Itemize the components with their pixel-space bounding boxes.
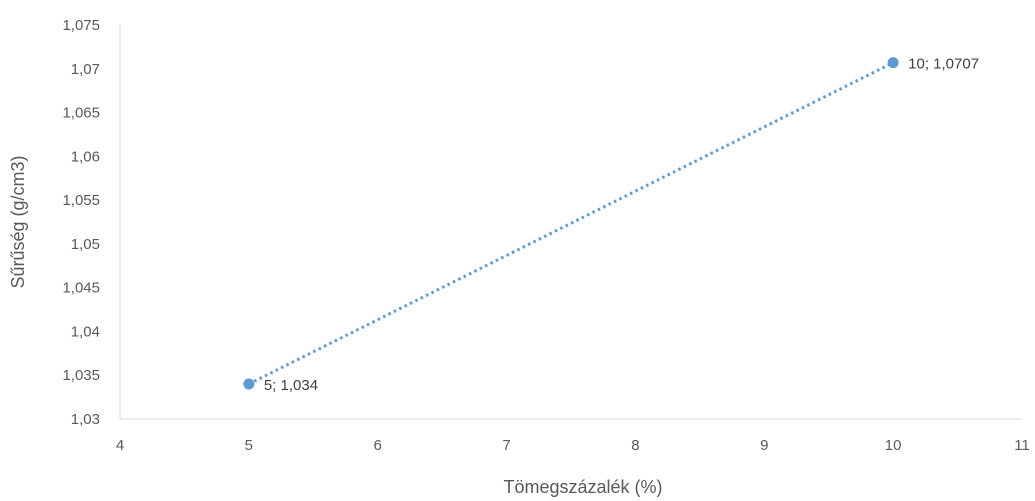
x-tick-label: 11 (1014, 437, 1030, 454)
y-tick-label: 1,06 (71, 148, 100, 165)
data-label: 5; 1,034 (264, 377, 318, 394)
axes (119, 25, 1022, 420)
y-tick-label: 1,03 (71, 411, 100, 428)
x-tick-label: 4 (116, 437, 124, 454)
y-tick-label: 1,075 (62, 17, 100, 34)
y-axis-title: Sűrűség (g/cm3) (8, 155, 28, 288)
y-tick-label: 1,045 (62, 280, 100, 297)
y-tick-label: 1,07 (71, 61, 100, 78)
data-point (887, 57, 899, 69)
y-tick-label: 1,04 (71, 323, 100, 340)
y-tick-label: 1,05 (71, 236, 100, 253)
y-tick-label: 1,035 (62, 367, 100, 384)
x-tick-labels: 4 5 6 7 8 9 10 11 (116, 437, 1030, 454)
x-tick-label: 7 (502, 437, 510, 454)
trendlines (248, 61, 894, 386)
y-tick-label: 1,055 (62, 192, 100, 209)
y-tick-label: 1,065 (62, 105, 100, 122)
data-point (243, 378, 255, 390)
x-axis-title: Tömegszázalék (%) (503, 477, 662, 497)
x-tick-label: 9 (760, 437, 768, 454)
data-points (243, 57, 899, 390)
data-labels: 5; 1,034 10; 1,0707 (264, 56, 979, 394)
data-label: 10; 1,0707 (908, 56, 979, 73)
trendline (248, 61, 894, 386)
x-tick-label: 5 (245, 437, 253, 454)
x-tick-label: 10 (885, 437, 902, 454)
y-tick-labels: 1,03 1,035 1,04 1,045 1,05 1,055 1,06 1,065 1,07… (62, 17, 100, 428)
x-tick-label: 8 (631, 437, 639, 454)
x-tick-label: 6 (374, 437, 382, 454)
